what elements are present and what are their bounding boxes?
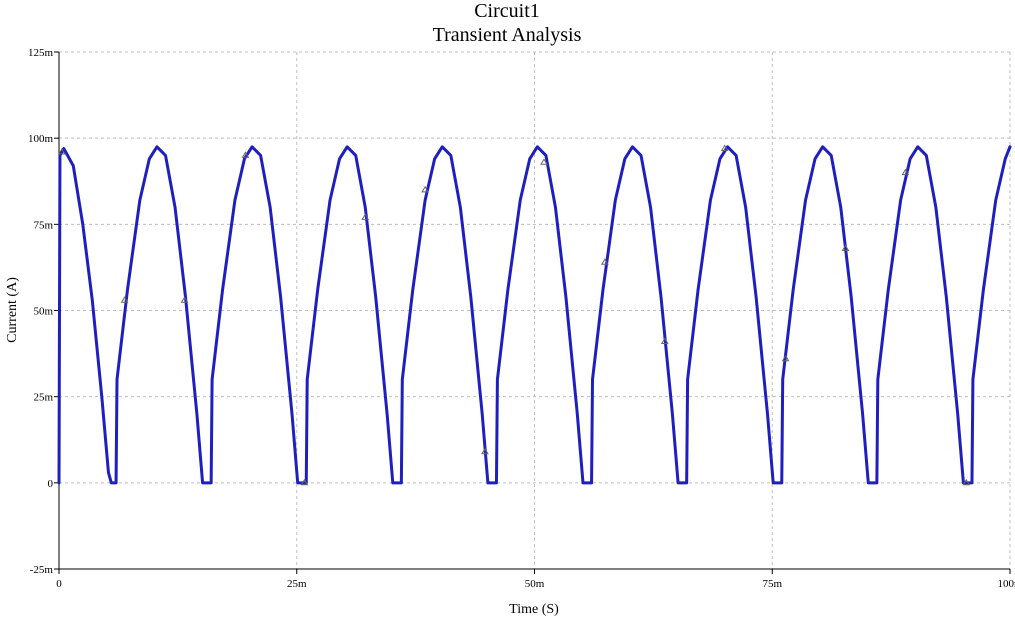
- series-marker-0-6: [421, 185, 429, 193]
- series-marker-0-4: [300, 478, 309, 486]
- y-tick-label-1: 0: [48, 478, 54, 490]
- axes-layer: [54, 51, 1011, 574]
- chart-subtitle: Transient Analysis: [433, 24, 582, 46]
- series-marker-0-11: [720, 144, 729, 151]
- series-line-0: [57, 145, 1012, 485]
- y-tick-label-6: 125m: [28, 47, 54, 59]
- chart-title: Circuit1: [474, 0, 540, 22]
- x-tick-label-0: 0: [56, 578, 62, 590]
- x-tick-label-3: 75m: [762, 578, 782, 590]
- x-tick-label-2: 50m: [525, 578, 545, 590]
- series-marker-0-10: [660, 337, 669, 344]
- y-tick-label-5: 100m: [28, 133, 54, 145]
- x-axis-label: Time (S): [509, 602, 559, 617]
- series-marker-0-12: [781, 354, 790, 362]
- series-marker-0-14: [901, 168, 910, 176]
- x-tick-label-4: 100m: [997, 578, 1015, 590]
- x-tick-label-1: 25m: [287, 578, 307, 590]
- series-marker-0-1: [120, 296, 129, 303]
- series-marker-0-2: [180, 296, 189, 303]
- series-marker-0-7: [481, 447, 489, 455]
- y-axis-label: Current (A): [5, 277, 20, 343]
- y-tick-label-0: -25m: [30, 564, 54, 576]
- y-tick-label-2: 25m: [33, 392, 53, 404]
- y-tick-label-4: 75m: [33, 219, 53, 231]
- series-marker-0-8: [540, 158, 548, 165]
- grid-layer: [58, 51, 1011, 570]
- series-marker-0-0: [58, 148, 66, 155]
- series-marker-0-13: [841, 244, 850, 251]
- y-tick-label-3: 50m: [33, 306, 53, 318]
- marker-layer: [58, 144, 971, 486]
- series-marker-0-5: [361, 213, 370, 220]
- series-marker-0-9: [601, 258, 609, 265]
- series-marker-0-15: [962, 478, 971, 486]
- series-layer: [57, 145, 1012, 485]
- series-marker-0-3: [241, 151, 250, 158]
